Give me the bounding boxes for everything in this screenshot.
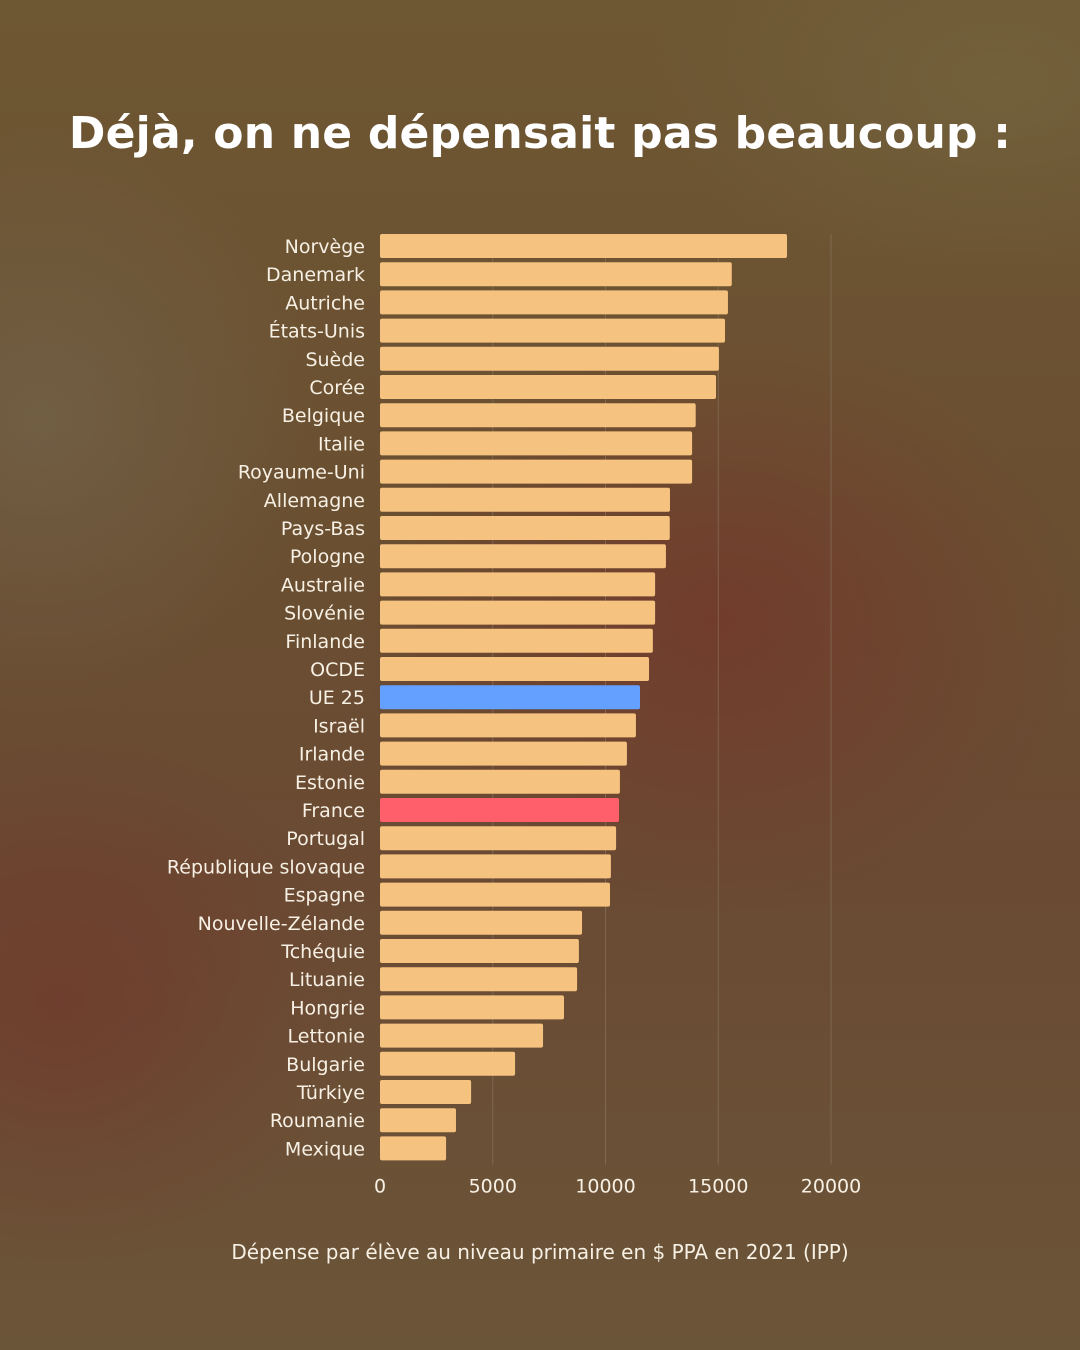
category-label: Israël [313,715,365,737]
bar-etats-unis [380,318,726,343]
category-label: Portugal [286,828,365,850]
category-label: Espagne [284,885,365,907]
bar-italie [380,431,693,456]
bar-belgique [380,403,696,428]
x-tick-label: 0 [374,1176,386,1198]
bar-france [380,798,620,822]
category-label: OCDE [310,659,365,681]
category-label: République slovaque [167,856,365,878]
category-label: Norvège [285,236,365,258]
category-labels: Norvège Danemark Autriche États-Unis Suède Co… [167,236,365,1160]
bar-coree [380,375,716,399]
bar-hongrie [380,995,565,1020]
x-axis-label: Dépense par élève au niveau primaire en … [231,1240,849,1264]
category-label: Belgique [282,405,365,427]
bar-republique-slovaque [380,854,611,879]
x-tick-label: 5000 [469,1176,517,1198]
bar-roumanie [380,1108,456,1133]
bar-lituanie [380,967,578,992]
category-label: États-Unis [269,320,365,343]
x-tick-label: 10000 [575,1176,635,1198]
bar-finlande [380,628,653,653]
bar-estonie [380,769,620,794]
category-label: Autriche [285,292,365,314]
bar-portugal [380,826,617,851]
x-tick-label: 20000 [801,1176,861,1198]
category-label: Corée [309,377,365,399]
bar-autriche [380,290,728,315]
category-label: Royaume-Uni [238,462,365,484]
bar-slovenie [380,600,656,625]
category-label: Finlande [285,631,365,653]
bar-australie [380,572,656,597]
category-label: France [302,800,365,822]
bar-ue-25 [380,685,641,710]
category-label: Lettonie [288,1026,365,1048]
bar-bulgarie [380,1051,516,1076]
x-axis-ticks: 0 5000 10000 15000 20000 [374,1176,861,1198]
bar-pays-bas [380,516,670,540]
category-label: Türkiye [296,1082,365,1104]
category-label: Danemark [266,264,365,286]
bar-nouvelle-zelande [380,910,583,935]
category-label: Mexique [285,1138,365,1160]
bar-lettonie [380,1023,544,1048]
chart-title: Déjà, on ne dépensait pas beaucoup : [68,108,1012,159]
category-label: Pays-Bas [281,518,365,540]
category-label: UE 25 [309,687,365,709]
x-tick-label: 15000 [688,1176,748,1198]
bar-norvege [380,234,788,258]
category-label: Lituanie [289,969,365,991]
category-label: Estonie [295,772,365,794]
category-label: Australie [281,574,365,596]
bar-ocde [380,657,650,681]
bar-pologne [380,544,666,569]
category-label: Suède [305,349,365,371]
category-label: Irlande [299,744,365,766]
category-label: Bulgarie [286,1054,365,1076]
category-label: Slovénie [284,603,365,625]
category-label: Allemagne [264,490,365,512]
bar-israel [380,713,636,738]
category-label: Hongrie [290,997,365,1019]
bar-royaume-uni [380,459,693,484]
bar-danemark [380,262,732,287]
bar-tchequie [380,939,579,963]
bar-turkiye [380,1080,472,1104]
bar-allemagne [380,487,670,512]
category-label: Pologne [290,546,365,568]
category-label: Nouvelle-Zélande [198,913,365,935]
category-label: Tchéquie [280,941,365,963]
bar-irlande [380,741,627,766]
bar-espagne [380,882,611,907]
category-label: Roumanie [270,1110,365,1132]
category-label: Italie [318,433,365,455]
bars [380,234,788,1161]
bar-suede [380,346,719,371]
bar-mexique [380,1136,447,1161]
